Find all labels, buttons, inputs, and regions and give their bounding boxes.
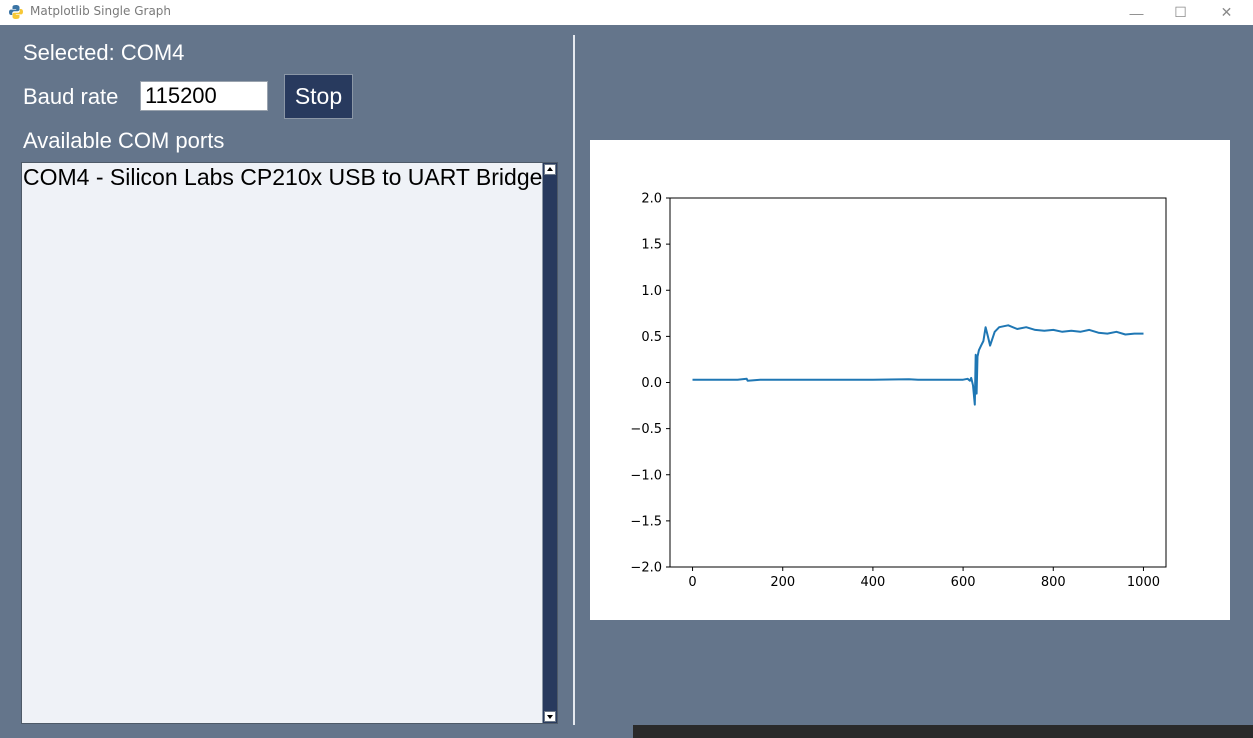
plot-canvas: 0 200 400 600 800 1000 2.0 1.5 1.0 0.5 0.0 −0.5 −1.0…	[590, 140, 1230, 620]
close-button[interactable]: ✕	[1220, 4, 1233, 20]
x-tick-label: 1000	[1127, 575, 1160, 590]
x-tick-label: 600	[951, 575, 976, 590]
baud-rate-label: Baud rate	[23, 84, 119, 109]
plot-frame	[669, 197, 1167, 568]
y-tick-label: 1.0	[641, 284, 662, 299]
minimize-button[interactable]: —	[1129, 4, 1144, 21]
scroll-down-arrow-icon[interactable]	[544, 711, 556, 722]
x-tick-label: 200	[770, 575, 795, 590]
com-ports-listbox[interactable]: COM4 - Silicon Labs CP210x USB to UART B…	[21, 162, 558, 724]
y-tick-label: −0.5	[630, 422, 662, 437]
line-chart: 0 200 400 600 800 1000 2.0 1.5 1.0 0.5 0.0 −0.5 −1.0…	[630, 192, 1167, 590]
desktop-background-strip	[633, 725, 1253, 738]
y-tick-label: 0.5	[641, 330, 662, 345]
data-series-line	[692, 324, 1144, 406]
selected-port-label: Selected: COM4	[23, 40, 185, 65]
python-logo-icon	[8, 4, 24, 20]
panel-divider	[573, 35, 575, 725]
y-tick-label: −2.0	[630, 561, 662, 576]
baud-rate-input[interactable]	[140, 81, 268, 111]
x-tick-label: 400	[860, 575, 885, 590]
listbox-scrollbar[interactable]	[542, 163, 557, 723]
y-tick-label: 1.5	[641, 238, 662, 253]
title-bar: Matplotlib Single Graph — ☐ ✕	[0, 0, 1253, 25]
scroll-up-arrow-icon[interactable]	[544, 164, 556, 175]
y-tick-label: −1.0	[630, 468, 662, 483]
y-tick-label: 2.0	[641, 192, 662, 207]
y-tick-label: −1.5	[630, 514, 662, 529]
x-tick-label: 800	[1041, 575, 1066, 590]
y-tick-label: 0.0	[641, 376, 662, 391]
available-ports-label: Available COM ports	[23, 128, 225, 153]
x-tick-label: 0	[688, 575, 696, 590]
window-title: Matplotlib Single Graph	[30, 4, 172, 18]
maximize-button[interactable]: ☐	[1174, 4, 1187, 20]
list-item[interactable]: COM4 - Silicon Labs CP210x USB to UART B…	[23, 164, 543, 190]
stop-button[interactable]: Stop	[284, 74, 353, 119]
app-client-area: Selected: COM4 Baud rate Stop Available …	[0, 25, 1253, 738]
